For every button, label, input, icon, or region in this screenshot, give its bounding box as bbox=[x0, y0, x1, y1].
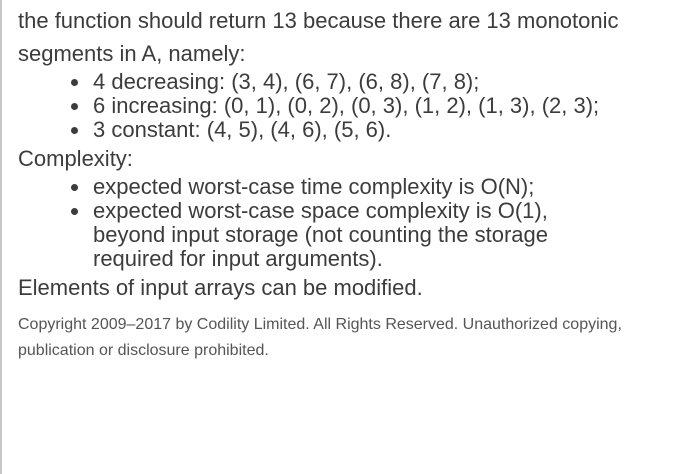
list-item: expected worst-case time complexity is O… bbox=[18, 175, 694, 199]
list-item: expected worst-case space complexity is … bbox=[18, 199, 694, 271]
list-item-text: 3 constant: (4, 5), (4, 6), (5, 6). bbox=[93, 117, 392, 142]
complexity-heading: Complexity: bbox=[18, 146, 133, 171]
monotonic-segments-list: 4 decreasing: (3, 4), (6, 7), (6, 8), (7… bbox=[18, 70, 694, 142]
task-description-content: the function should return 13 because th… bbox=[18, 4, 694, 364]
list-item-text: 4 decreasing: (3, 4), (6, 7), (6, 8), (7… bbox=[93, 69, 480, 94]
bullet-icon bbox=[71, 208, 78, 215]
bullet-icon bbox=[71, 184, 78, 191]
list-item-text: expected worst-case space complexity is … bbox=[93, 198, 548, 271]
complexity-list: expected worst-case time complexity is O… bbox=[18, 175, 694, 271]
list-item: 6 increasing: (0, 1), (0, 2), (0, 3), (1… bbox=[18, 94, 694, 118]
list-item-text: 6 increasing: (0, 1), (0, 2), (0, 3), (1… bbox=[93, 93, 600, 118]
list-item: 3 constant: (4, 5), (4, 6), (5, 6). bbox=[18, 118, 694, 142]
list-item: 4 decreasing: (3, 4), (6, 7), (6, 8), (7… bbox=[18, 70, 694, 94]
bullet-icon bbox=[71, 127, 78, 134]
elements-note: Elements of input arrays can be modified… bbox=[18, 275, 423, 300]
copyright-notice: Copyright 2009–2017 by Codility Limited.… bbox=[18, 316, 622, 359]
bullet-icon bbox=[71, 103, 78, 110]
bullet-icon bbox=[71, 79, 78, 86]
list-item-text: expected worst-case time complexity is O… bbox=[93, 174, 535, 199]
intro-paragraph: the function should return 13 because th… bbox=[18, 8, 619, 66]
